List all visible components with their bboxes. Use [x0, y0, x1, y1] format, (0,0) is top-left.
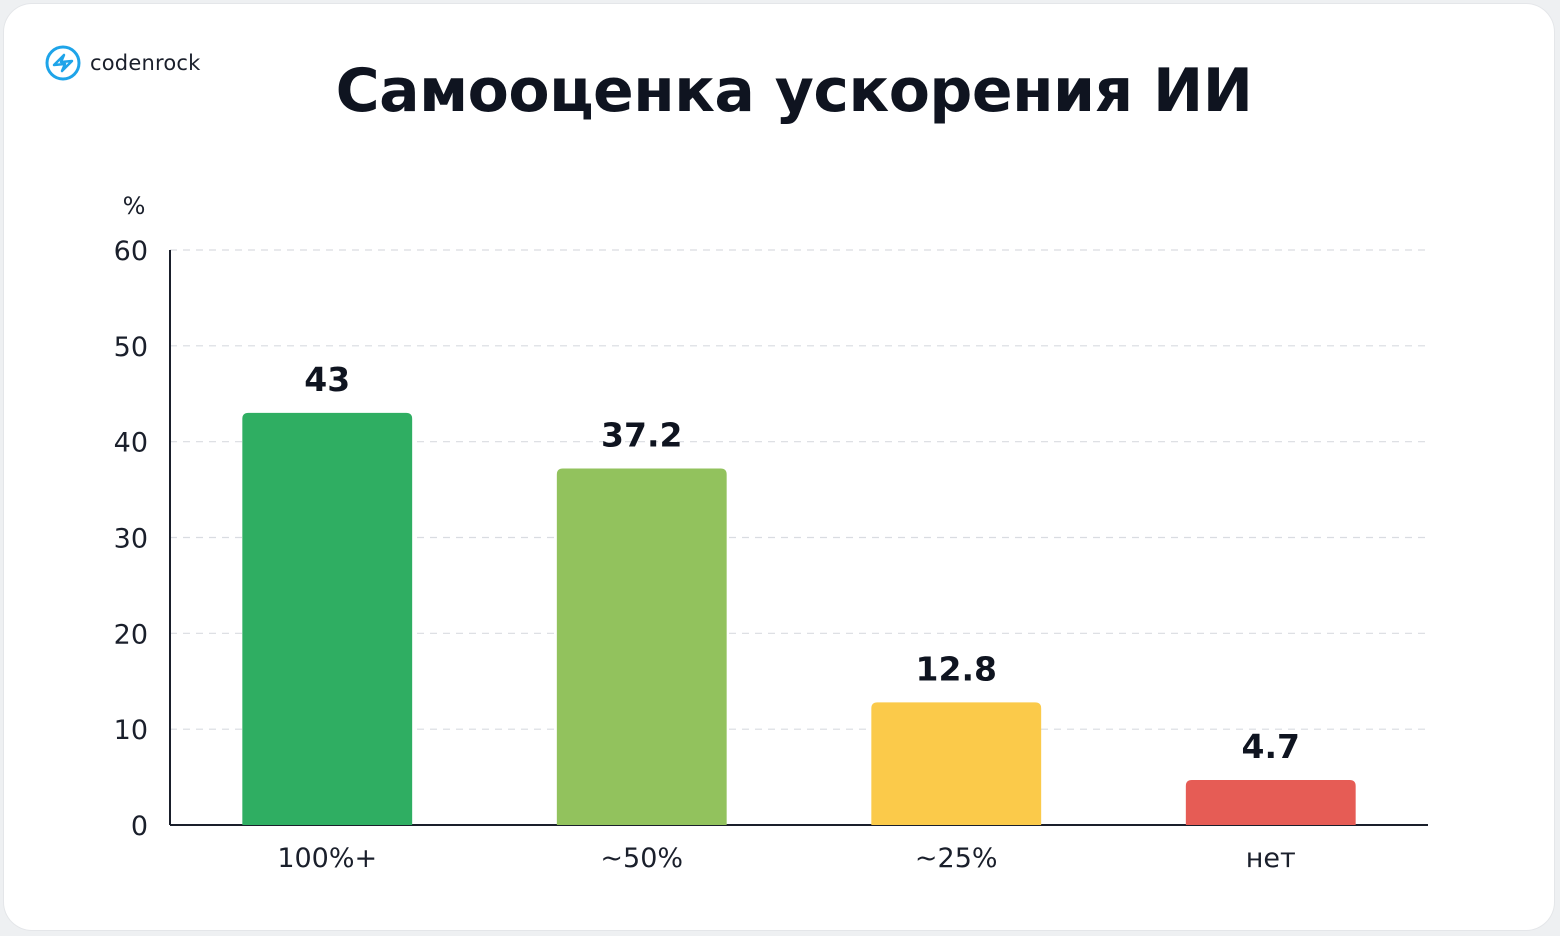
x-tick-label: нет: [1246, 843, 1296, 874]
x-tick-label: 100%+: [277, 843, 377, 874]
bar-2: [556, 468, 727, 825]
codenrock-logo-icon: [45, 45, 81, 81]
chart-title: Самооценка ускорения ИИ: [335, 56, 1253, 126]
data-label: 12.8: [916, 649, 997, 688]
brand-logo: codenrock: [44, 44, 200, 82]
y-tick-label: 60: [114, 236, 148, 267]
x-tick-label: ~50%: [600, 843, 683, 874]
bars: [242, 412, 1356, 825]
data-label: 4.7: [1242, 727, 1300, 766]
bar-4: [1185, 779, 1356, 825]
data-label: 37.2: [601, 416, 682, 455]
y-tick-label: 30: [114, 524, 148, 555]
labels: 0 10 20 30 40 50 60% 43 100%+ 37.2 ~50% 12.8 ~25% 4.7…: [114, 192, 1300, 874]
y-tick-label: 50: [114, 332, 148, 363]
brand-name: codenrock: [90, 51, 201, 75]
y-axis-unit-label: %: [123, 192, 146, 220]
y-tick-label: 0: [131, 811, 148, 842]
chart-card: codenrock Самооценка ускорения ИИ 0 10 20 3…: [4, 4, 1554, 930]
y-tick-label: 10: [114, 715, 148, 746]
data-label: 43: [304, 360, 350, 399]
y-tick-label: 20: [114, 619, 148, 650]
y-tick-label: 40: [114, 428, 148, 459]
bar-chart: 0 10 20 30 40 50 60% 43 100%+ 37.2 ~50% 12.8 ~25% 4.7…: [114, 192, 1428, 874]
bar-1: [242, 412, 413, 825]
x-tick-label: ~25%: [915, 843, 998, 874]
bar-3: [871, 702, 1042, 825]
